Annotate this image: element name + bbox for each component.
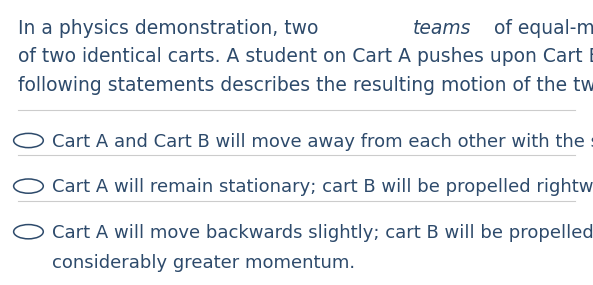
Text: In a physics demonstration, two: In a physics demonstration, two [18, 19, 324, 38]
Text: of equal-mass students are placed on each: of equal-mass students are placed on eac… [489, 19, 593, 38]
Text: Cart A will move backwards slightly; cart B will be propelled rightward with a: Cart A will move backwards slightly; car… [52, 224, 593, 242]
Text: considerably greater momentum.: considerably greater momentum. [52, 254, 355, 272]
Text: teams: teams [413, 19, 471, 38]
Text: Cart A will remain stationary; cart B will be propelled rightward.: Cart A will remain stationary; cart B wi… [52, 178, 593, 196]
Text: following statements describes the resulting motion of the two carts?: following statements describes the resul… [18, 76, 593, 95]
Text: Cart A and Cart B will move away from each other with the same speed.: Cart A and Cart B will move away from ea… [52, 133, 593, 150]
Text: of two identical carts. A student on Cart A pushes upon Cart B. Which of the: of two identical carts. A student on Car… [18, 47, 593, 66]
